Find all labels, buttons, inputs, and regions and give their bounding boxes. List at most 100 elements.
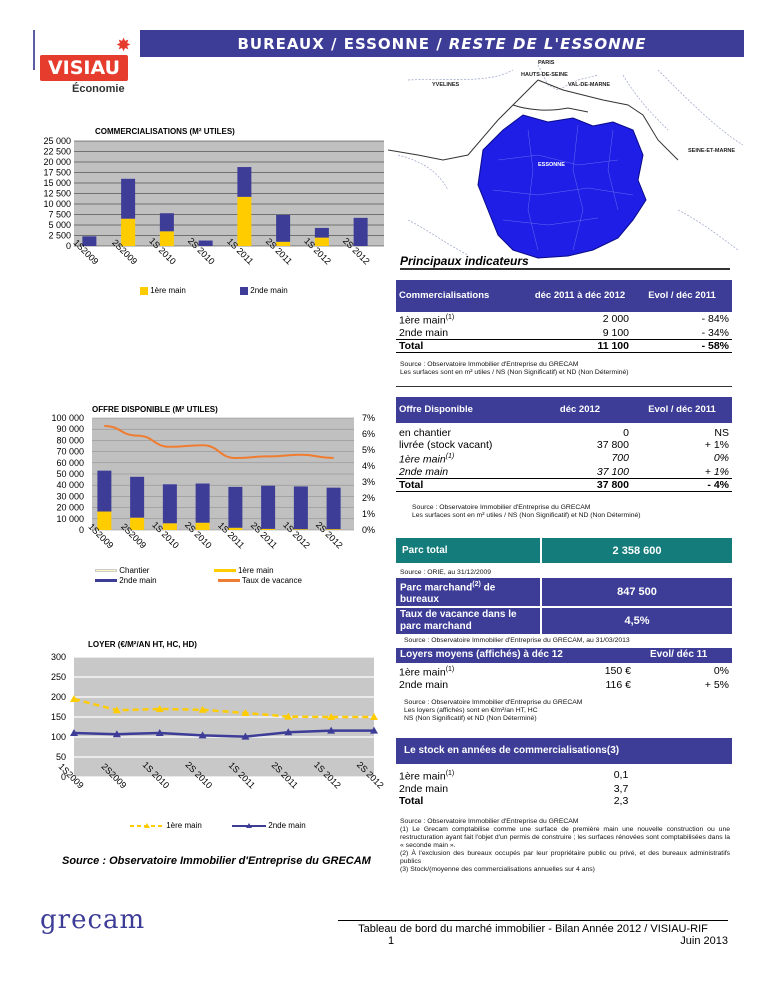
loyer-legend: 1ère main 2nde main [130,821,306,830]
loyer-chart-title: LOYER (€/M²/AN HT, HC, HD) [88,640,197,649]
loyers-source: Source : Observatoire Immobilier d'Entre… [404,699,583,722]
table-row-total: Total 37 800 - 4% [396,478,732,491]
loyer-second-point [70,729,78,736]
parc-total-value: 2 358 600 [542,538,732,563]
legend-second: 2nde main [268,821,306,830]
row-label: 2nde main [399,465,449,478]
bar-second-main [82,236,97,246]
bar-first-main [162,523,177,530]
legend-first: 1ère main [237,566,274,575]
parc-source: Source : ORIE, au 31/12/2009 [400,569,492,576]
y-tick-label: 7 500 [48,210,71,220]
legend-second: 2nde main [119,576,157,585]
bar-first-main [314,237,329,246]
th-period: déc 2012 [559,404,601,415]
row-value: 9 100 [602,326,629,339]
y-tick-label: 70 000 [56,447,84,457]
y-tick-label: 300 [51,652,66,662]
loyer-first-line [73,697,374,719]
divider [396,386,732,387]
logo-brand: VISIAU [40,55,128,81]
row-value: 116 € [605,678,632,691]
bar-second-main [121,178,136,219]
map-label-paris: PARIS [538,60,555,66]
notes: Source : Observatoire Immobilier d'Entre… [400,818,730,873]
bar-second-main [130,476,145,518]
row-label: 1ère main(1) [399,314,455,327]
bar-second-main [195,483,210,523]
table-row: 1ère main(1) 150 € 0% [396,664,732,678]
parc-source-2: Source : Observatoire Immobilier d'Entre… [404,637,630,644]
legend-swatch-second [240,286,249,295]
row-value: 3,7 [613,782,629,795]
y2-tick-label: 0% [362,525,375,535]
page-number: 1 [388,935,395,947]
bar-first-main [276,241,291,246]
row-label: Total [399,794,424,807]
essonne-map: PARIS HAUTS-DE-SEINE YVELINES VAL-DE-MAR… [387,60,748,265]
y-tick-label: 15 000 [43,178,71,188]
y-tick-label: 150 [51,712,66,722]
row-evol: NS [714,427,729,439]
commercialisations-chart-title: COMMERCIALISATIONS (M² UTILES) [95,127,235,136]
y-tick-label: 10 000 [56,514,84,524]
y-tick-label: 0 [66,241,71,251]
y2-tick-label: 6% [362,429,375,439]
legend-second: 2nde main [250,286,288,295]
row-label: livrée (stock vacant) [399,439,493,451]
footer-date: Juin 2013 [680,935,728,947]
commercialisations-table: Commercialisations déc 2011 à déc 2012 E… [396,280,732,353]
section-divider [400,268,730,270]
bar-second-main [293,486,308,530]
offre-chart-title: OFFRE DISPONIBLE (M² UTILES) [92,405,218,414]
footer-title: Tableau de bord du marché immobilier - B… [358,923,708,935]
th-period: déc 2011 à déc 2012 [534,290,626,301]
y2-tick-label: 3% [362,477,375,487]
table-row: 1ère main(1) 0,1 [396,768,732,782]
main-source: Source : Observatoire Immobilier d'Entre… [62,855,371,867]
y-tick-label: 30 000 [56,491,84,501]
parc-total-label: Parc total [396,538,540,563]
map-label-yvelines: YVELINES [432,82,460,88]
th-evol: Evol / déc 2011 [648,404,716,415]
legend-vacance: Taux de vacance [241,576,302,585]
commercialisations-legend: 1ère main 2nde main [140,286,288,295]
row-evol: - 84% [701,313,729,326]
row-label: 1ère main(1) [399,453,455,466]
bar-first-main [97,511,112,530]
y-tick-label: 17 500 [43,168,71,178]
y-tick-label: 0 [61,772,66,782]
table-row: 2nde main 9 100 - 34% [396,327,732,340]
vacance-value: 4,5% [542,608,732,634]
bar-first-main [121,218,136,246]
row-value: 2 000 [602,313,629,326]
y-tick-label: 200 [51,692,66,702]
map-svg [387,64,744,259]
y-tick-label: 100 000 [51,413,84,423]
row-label: Total [399,478,424,491]
loyer-second-point [241,732,250,740]
row-value: 2,3 [613,794,629,807]
bar-first-main [195,522,210,530]
loyer-first-point [370,713,378,720]
loyer-second-point [370,726,378,734]
y-tick-label: 10 000 [43,199,71,209]
table-row: 1ère main(1) 2 000 - 84% [396,312,732,327]
th-commercialisations: Commercialisations [399,290,490,301]
table-row-total: Total 11 100 - 58% [396,339,732,352]
row-evol: + 1% [704,439,729,451]
map-label-seine-et-marne: SEINE-ET-MARNE [688,148,736,154]
row-label: en chantier [399,427,451,439]
row-value: 11 100 [597,339,629,352]
bar-second-main [276,214,291,242]
loyer-first-point [198,705,207,713]
bar-first-main [228,527,243,530]
bar-second-main [159,213,174,232]
map-label-essonne: ESSONNE [538,162,565,168]
y-tick-label: 80 000 [56,435,84,445]
commercialisations-source: Source : Observatoire Immobilier d'Entre… [400,361,629,376]
stock-table: 1ère main(1) 0,1 2nde main 3,7 Total 2,3 [396,768,732,807]
y-tick-label: 50 000 [56,469,84,479]
